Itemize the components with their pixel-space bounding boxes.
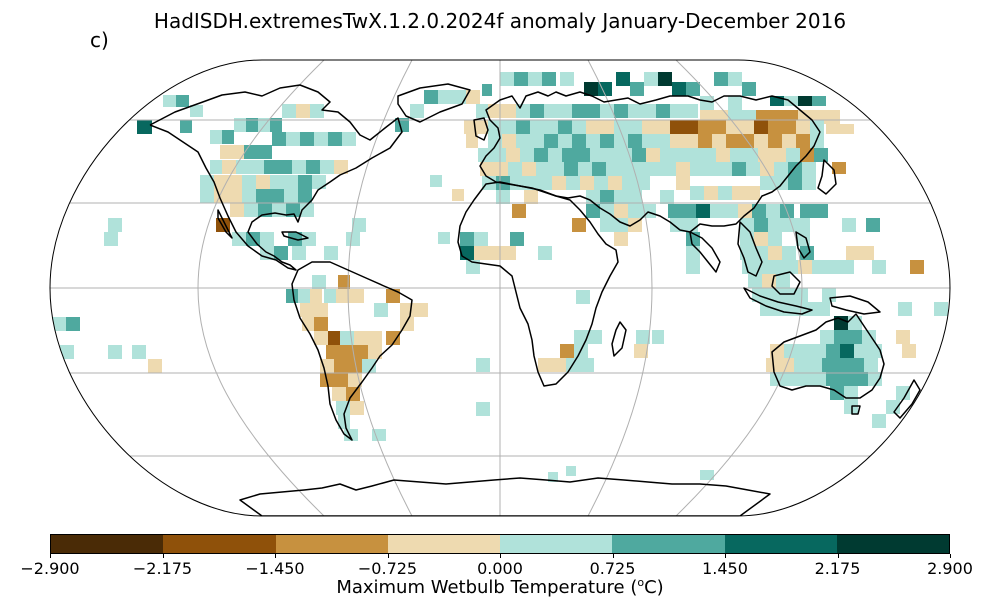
colorbar: [50, 534, 950, 554]
colorbar-tick-label: 2.175: [814, 559, 861, 578]
coast-madagascar: [611, 321, 627, 357]
colorbar-tick-mark: [725, 554, 726, 558]
coast-australia: [771, 313, 885, 399]
colorbar-segment: [163, 535, 276, 553]
colorbar-segment: [500, 535, 613, 553]
colorbar-label-degree: o: [637, 576, 645, 589]
coast-indonesia: [743, 287, 813, 315]
map-title: HadISDH.extremesTwX.1.2.0.2024f anomaly …: [153, 9, 847, 33]
colorbar-tick-mark: [387, 554, 389, 558]
coast-baja: [217, 209, 233, 239]
coast-cuba: [281, 231, 309, 241]
coast-south-america: [291, 261, 413, 441]
colorbar-tick-label: 0.000: [477, 559, 523, 578]
colorbar-label-suffix: C): [644, 577, 664, 598]
colorbar-tick-mark: [162, 554, 164, 558]
colorbar-tick-label: 2.900: [927, 559, 973, 578]
colorbar-tick-label: −0.725: [357, 559, 418, 578]
robinson-map: [49, 59, 951, 517]
coast-new-zealand: [893, 379, 921, 419]
coast-antarctica: [239, 477, 771, 516]
colorbar-tick-label: −2.175: [132, 559, 193, 578]
colorbar-tick-label: −1.450: [245, 559, 305, 578]
coast-greenland: [397, 83, 471, 123]
coast-philippines: [795, 231, 811, 259]
colorbar-tick-mark: [837, 554, 839, 558]
colorbar-segment: [275, 535, 388, 553]
colorbar-tick-mark: [950, 554, 951, 558]
panel-label: c): [90, 28, 109, 52]
colorbar-tick-label: −2.900: [20, 559, 80, 578]
colorbar-label: Maximum Wetbulb Temperature (oC): [0, 576, 1000, 598]
coast-indochina: [737, 221, 763, 277]
coast-uk: [473, 117, 489, 141]
coast-japan: [817, 159, 837, 195]
colorbar-segment: [387, 535, 500, 553]
colorbar-tick-label: 0.725: [589, 559, 636, 578]
coast-africa: [457, 181, 619, 387]
anomaly-grid-cells: [52, 72, 948, 482]
coast-north-america: [149, 84, 403, 271]
globe-outline: [49, 59, 951, 517]
graticule: [50, 60, 950, 516]
colorbar-segment: [51, 535, 164, 553]
coast-new-guinea: [829, 295, 881, 315]
colorbar-label-prefix: Maximum Wetbulb Temperature (: [336, 577, 638, 598]
coast-borneo: [771, 271, 801, 295]
coastlines: [149, 83, 921, 516]
colorbar-segment: [724, 535, 837, 553]
colorbar-tick-label: 1.450: [702, 559, 748, 578]
colorbar-segment: [836, 535, 949, 553]
colorbar-tick-mark: [50, 554, 51, 558]
coast-tasmania: [851, 405, 861, 415]
coast-india: [689, 231, 721, 273]
colorbar-tick-mark: [500, 554, 501, 558]
colorbar-segment: [612, 535, 725, 553]
colorbar-tick-mark: [612, 554, 614, 558]
colorbar-tick-mark: [275, 554, 276, 558]
